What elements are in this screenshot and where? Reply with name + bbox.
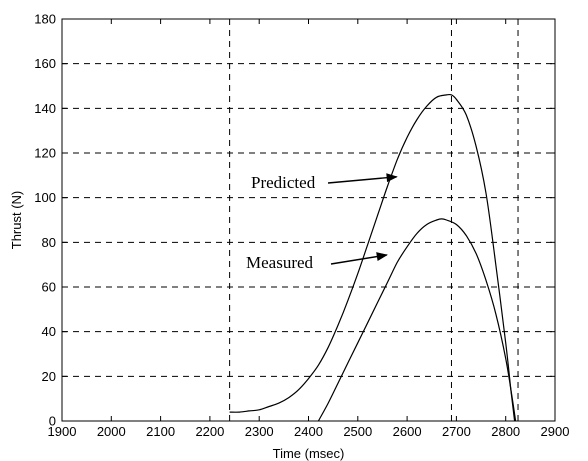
y-tick-label-80: 80 xyxy=(42,235,56,250)
series-line-measured xyxy=(317,218,517,422)
y-tick-label-160: 160 xyxy=(34,56,56,71)
series-lines xyxy=(229,93,517,422)
y-axis-label: Thrust (N) xyxy=(9,191,24,250)
x-tick-label-2600: 2600 xyxy=(393,424,422,439)
plot-frame xyxy=(61,18,556,422)
x-tick-label-2900: 2900 xyxy=(541,424,570,439)
x-tick-label-2000: 2000 xyxy=(97,424,126,439)
y-tick-label-40: 40 xyxy=(42,324,56,339)
x-tick-label-2300: 2300 xyxy=(245,424,274,439)
x-tick-label-2800: 2800 xyxy=(491,424,520,439)
y-tick-label-120: 120 xyxy=(34,146,56,161)
annotation-measured-label: Measured xyxy=(246,253,314,272)
y-tick-label-180: 180 xyxy=(34,12,56,27)
series-line-predicted xyxy=(229,93,516,422)
y-tick-label-20: 20 xyxy=(42,369,56,384)
annotation-predicted-label: Predicted xyxy=(251,173,316,192)
x-tick-label-2500: 2500 xyxy=(343,424,372,439)
vertical-markers xyxy=(229,19,519,421)
x-tick-label-1900: 1900 xyxy=(48,424,77,439)
x-axis-label: Time (msec) xyxy=(273,446,345,461)
x-tick-label-2200: 2200 xyxy=(195,424,224,439)
y-tick-label-60: 60 xyxy=(42,280,56,295)
ticks: 1900 2000 2100 2200 2300 2400 2500 2600 2700 2800… xyxy=(34,12,569,440)
y-tick-label-140: 140 xyxy=(34,101,56,116)
x-tick-label-2100: 2100 xyxy=(146,424,175,439)
grid-lines xyxy=(62,63,555,377)
annotation-predicted-arrow xyxy=(327,173,398,184)
annotations: Predicted Measured xyxy=(246,173,398,272)
y-tick-label-0: 0 xyxy=(49,414,56,429)
x-tick-label-2700: 2700 xyxy=(442,424,471,439)
y-tick-label-100: 100 xyxy=(34,190,56,205)
annotation-measured-arrow xyxy=(330,252,388,265)
x-tick-label-2400: 2400 xyxy=(294,424,323,439)
